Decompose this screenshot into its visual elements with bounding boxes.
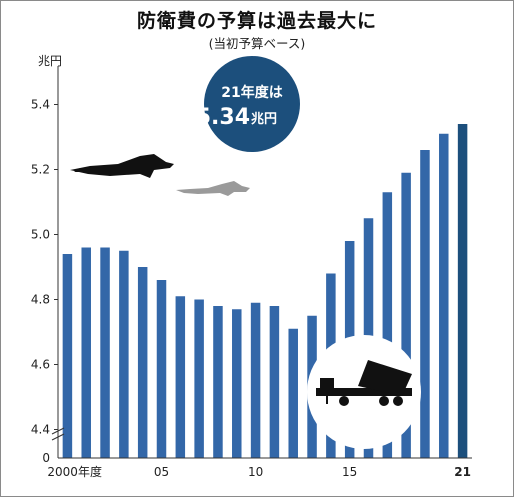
y-tick-label-5.4: 5.4 — [31, 98, 50, 112]
bar-2012 — [288, 328, 298, 458]
bar-2000 — [62, 254, 73, 458]
x-tick-label-2010: 10 — [248, 465, 263, 479]
y-tick-label-5.2: 5.2 — [31, 163, 50, 177]
y-tick-label-4.6: 4.6 — [31, 358, 50, 372]
y-axis-unit: 兆円 — [38, 54, 63, 68]
bar-2008 — [213, 306, 223, 458]
x-tick-label-2015: 15 — [342, 465, 357, 479]
bar-2001 — [81, 247, 91, 458]
bar-2020 — [439, 133, 449, 458]
bar-2002 — [100, 247, 110, 458]
bar-2009 — [232, 309, 242, 458]
bar-2018 — [401, 172, 411, 458]
x-tick-label-2005: 05 — [154, 465, 169, 479]
fighter-jet-gray-icon — [176, 181, 250, 196]
badge-line1: 21年度は — [221, 84, 282, 101]
bar-2005 — [156, 280, 167, 458]
y-tick-label-4.8: 4.8 — [31, 293, 50, 307]
bar-2006 — [175, 296, 186, 458]
bar-2007 — [194, 299, 204, 458]
missile-launcher-icon — [307, 335, 421, 449]
badge-circle — [204, 56, 300, 152]
fighter-jet-black-icon — [70, 154, 174, 178]
badge-value: 5.34 — [196, 105, 250, 130]
bar-2010 — [250, 302, 261, 458]
x-tick-label-2021: 21 — [454, 465, 471, 479]
bar-2021 — [457, 124, 468, 458]
axis-break-mark — [51, 427, 65, 441]
bar-2017 — [382, 192, 393, 458]
y-tick-label-zero: 0 — [42, 451, 50, 465]
badge-unit: 兆円 — [251, 111, 277, 127]
bar-2011 — [269, 306, 280, 458]
y-tick-label-5.0: 5.0 — [31, 228, 50, 242]
bar-2004 — [137, 267, 148, 458]
y-tick-label-4.4: 4.4 — [31, 423, 50, 437]
bar-2003 — [119, 250, 129, 458]
x-tick-label-2000: 2000年度 — [47, 464, 102, 479]
budget-badge: 21年度は 5.34 兆円 — [196, 56, 300, 152]
chart-title: 防衛費の予算は過去最大に — [136, 10, 377, 32]
bar-2019 — [420, 150, 430, 458]
chart-subtitle: (当初予算ベース) — [208, 36, 306, 51]
